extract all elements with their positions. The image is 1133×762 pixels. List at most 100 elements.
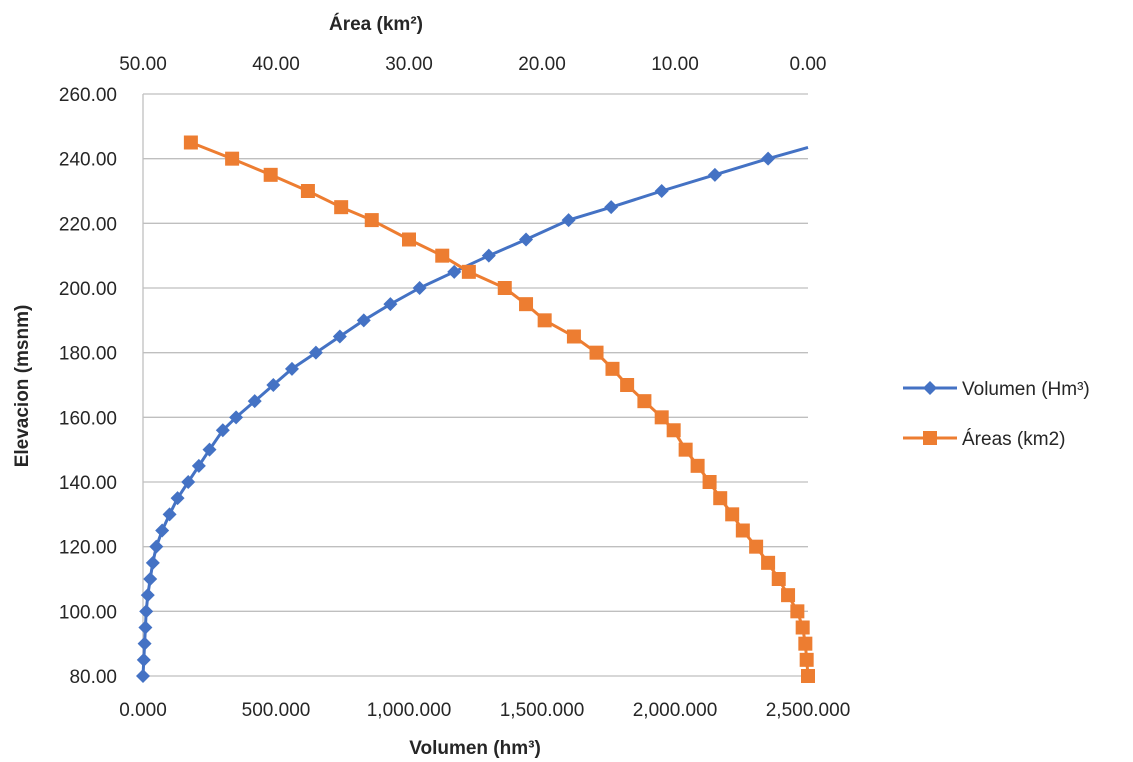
data-point bbox=[620, 378, 635, 392]
y-tick-label: 100.00 bbox=[59, 602, 117, 623]
data-point bbox=[170, 491, 185, 506]
data-point bbox=[356, 313, 371, 328]
data-point bbox=[781, 588, 796, 603]
data-point bbox=[713, 491, 728, 506]
data-point bbox=[181, 475, 196, 489]
data-point bbox=[790, 604, 805, 619]
x2-tick-label: 10.00 bbox=[651, 54, 699, 75]
data-point bbox=[561, 213, 576, 228]
data-point bbox=[266, 378, 281, 392]
data-point bbox=[537, 313, 552, 328]
data-point bbox=[798, 636, 813, 651]
data-point bbox=[654, 184, 669, 198]
legend-item: Áreas (km2) bbox=[903, 429, 1065, 450]
data-point bbox=[143, 572, 158, 586]
data-point bbox=[761, 151, 776, 166]
x-tick-label: 1,000.000 bbox=[367, 700, 452, 721]
data-point bbox=[364, 213, 379, 228]
axes bbox=[142, 94, 808, 677]
gridlines bbox=[143, 93, 808, 612]
legend: Volumen (Hm³) Áreas (km2) bbox=[903, 379, 1090, 450]
y-axis-title: Elevacion (msnm) bbox=[12, 305, 33, 468]
legend-item: Volumen (Hm³) bbox=[903, 379, 1090, 400]
data-point bbox=[149, 539, 164, 554]
data-point bbox=[136, 652, 151, 667]
x-tick-label: 2,500.000 bbox=[766, 700, 851, 721]
data-point bbox=[137, 636, 152, 651]
y-tick-label: 220.00 bbox=[59, 214, 117, 235]
legend-marker bbox=[923, 381, 937, 395]
data-point bbox=[308, 345, 323, 360]
data-point bbox=[771, 572, 786, 586]
data-point bbox=[215, 423, 230, 438]
area-series bbox=[183, 135, 815, 683]
y-tick-label: 140.00 bbox=[59, 473, 117, 494]
series-line bbox=[190, 141, 810, 677]
data-point bbox=[183, 135, 198, 150]
x2-tick-label: 50.00 bbox=[119, 54, 167, 75]
data-point bbox=[229, 410, 244, 425]
data-point bbox=[225, 151, 240, 166]
x2-tick-label: 20.00 bbox=[518, 54, 566, 75]
data-point bbox=[202, 442, 217, 457]
y-tick-label: 180.00 bbox=[59, 344, 117, 365]
data-point bbox=[481, 248, 496, 263]
data-point bbox=[461, 264, 476, 279]
data-point bbox=[654, 410, 669, 425]
data-point bbox=[138, 620, 153, 635]
data-point bbox=[519, 232, 534, 247]
data-point bbox=[300, 184, 315, 198]
data-point bbox=[155, 523, 170, 538]
data-point bbox=[690, 458, 705, 473]
plot-area bbox=[136, 135, 815, 683]
x-tick-label: 0.000 bbox=[119, 700, 167, 721]
y-tick-label: 120.00 bbox=[59, 538, 117, 559]
data-point bbox=[332, 329, 347, 344]
data-point bbox=[519, 297, 534, 312]
data-point bbox=[761, 555, 776, 570]
data-point bbox=[263, 167, 278, 182]
y-tick-label: 160.00 bbox=[59, 408, 117, 429]
data-point bbox=[589, 345, 604, 360]
data-point bbox=[749, 539, 764, 554]
y-tick-label: 80.00 bbox=[69, 667, 117, 688]
data-point bbox=[666, 423, 681, 438]
data-point bbox=[139, 604, 154, 619]
data-point bbox=[435, 248, 450, 263]
data-point bbox=[795, 620, 810, 635]
data-point bbox=[605, 361, 620, 376]
volume-series bbox=[136, 145, 809, 683]
x2-tick-label: 0.00 bbox=[790, 54, 827, 75]
data-point bbox=[447, 264, 462, 279]
data-point bbox=[412, 281, 427, 295]
data-point bbox=[162, 507, 177, 522]
data-point bbox=[145, 555, 160, 570]
data-point bbox=[801, 669, 815, 683]
tick-labels: 80.00 100.00 120.00 140.00 160.00 180.00 200.0… bbox=[59, 54, 850, 721]
data-point bbox=[566, 329, 581, 344]
y-tick-label: 260.00 bbox=[59, 85, 117, 106]
legend-label: Volumen (Hm³) bbox=[962, 379, 1090, 400]
x2-tick-label: 40.00 bbox=[252, 54, 300, 75]
data-point bbox=[637, 394, 652, 409]
data-point bbox=[191, 458, 206, 473]
data-point bbox=[284, 361, 299, 376]
x-tick-label: 2,000.000 bbox=[633, 700, 718, 721]
data-point bbox=[604, 200, 619, 215]
y-tick-label: 240.00 bbox=[59, 150, 117, 171]
legend-label: Áreas (km2) bbox=[962, 429, 1065, 450]
data-point bbox=[383, 297, 398, 312]
data-point bbox=[707, 167, 722, 182]
data-point bbox=[725, 507, 740, 522]
data-point bbox=[678, 442, 693, 457]
data-point bbox=[334, 200, 349, 215]
data-point bbox=[140, 588, 155, 603]
y-tick-label: 200.00 bbox=[59, 279, 117, 300]
x-tick-label: 1,500.000 bbox=[500, 700, 585, 721]
series-line bbox=[141, 145, 809, 677]
data-point bbox=[497, 281, 512, 295]
data-point bbox=[799, 652, 814, 667]
data-point bbox=[402, 232, 416, 247]
legend-marker bbox=[923, 431, 937, 445]
